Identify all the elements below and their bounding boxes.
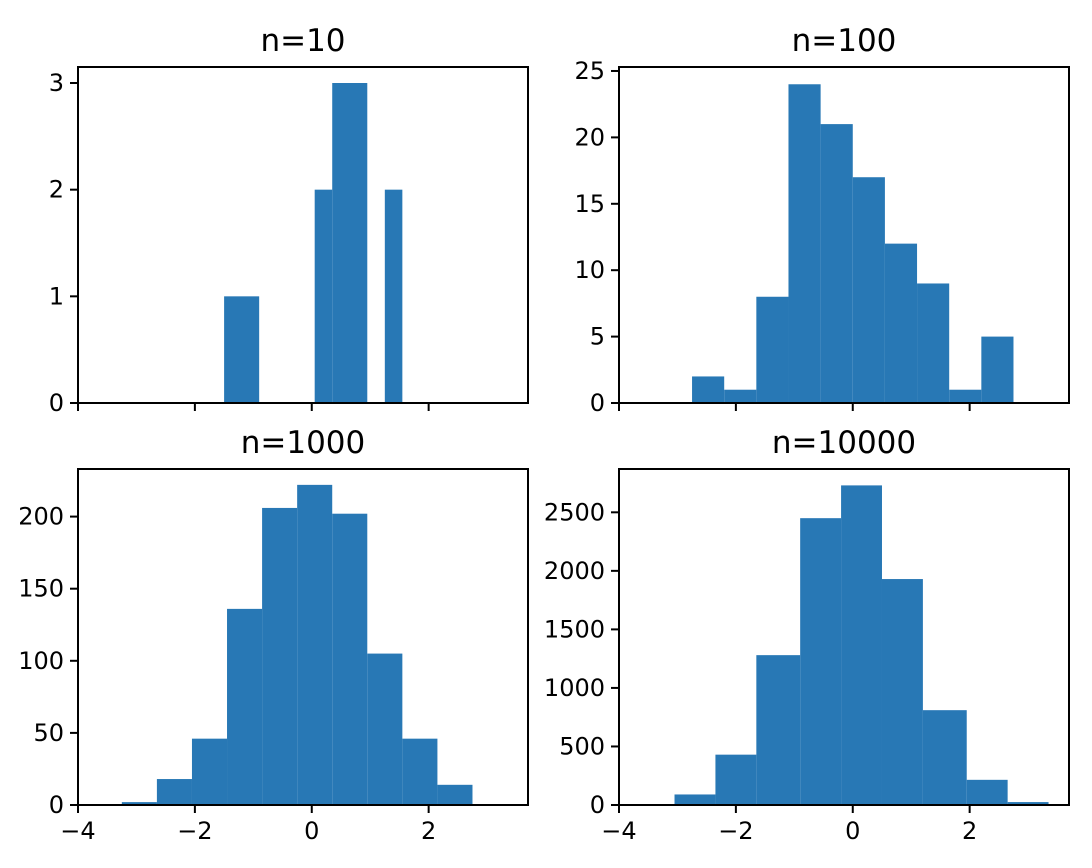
histogram-bar: [156, 779, 192, 805]
y-tick-label: 200: [18, 503, 64, 531]
histogram-panel: n=100 0 5 10 15 20 25: [574, 23, 1070, 417]
y-tick-label: 25: [574, 57, 605, 85]
histogram-bar: [262, 507, 298, 805]
y-tick-label: 1000: [544, 674, 605, 702]
histogram-bar: [384, 189, 403, 403]
histogram-bar: [756, 296, 789, 403]
histogram-bar: [332, 83, 368, 403]
histogram-bar: [692, 376, 725, 403]
x-tick-label: −2: [177, 817, 212, 845]
panel-title: n=10000: [772, 425, 916, 461]
histogram-panel: n=10 0 1 2 3: [49, 23, 529, 417]
y-tick-label: 0: [590, 791, 605, 819]
y-tick-label: 50: [33, 719, 64, 747]
y-tick-label: 0: [590, 389, 605, 417]
y-tick-label: 2000: [544, 557, 605, 585]
y-tick-label: 20: [574, 123, 605, 151]
histogram-bar: [227, 608, 263, 805]
y-tick-label: 0: [49, 791, 64, 819]
x-tick-label: 2: [421, 817, 436, 845]
y-tick-label: 10: [574, 256, 605, 284]
histogram-bar: [820, 124, 853, 403]
axes-frame: [77, 66, 529, 404]
histogram-bar: [715, 754, 757, 805]
x-tick-label: 2: [962, 817, 977, 845]
histogram-bar: [402, 738, 438, 805]
histogram-bar: [724, 389, 757, 403]
y-tick-label: 15: [574, 190, 605, 218]
panel-title: n=10: [260, 23, 345, 59]
axes-frame: [618, 468, 1070, 806]
histogram-panel: n=10000 −4 −2 0 2 0 500 1000 1500 2000 2500: [544, 425, 1070, 845]
histogram-bar: [881, 579, 923, 805]
y-tick-label: 150: [18, 575, 64, 603]
histogram-bar: [949, 389, 982, 403]
histogram-bar: [966, 779, 1008, 805]
histogram-bar: [922, 710, 967, 805]
axes-frame: [618, 66, 1070, 404]
y-tick-label: 2: [49, 176, 64, 204]
histogram-bar: [981, 336, 1014, 403]
histogram-bar: [191, 738, 228, 805]
histogram-bar: [297, 484, 333, 805]
histogram-bar: [674, 794, 716, 805]
histogram-bar: [756, 655, 801, 805]
panel-title: n=1000: [241, 425, 366, 461]
y-tick-label: 1: [49, 282, 64, 310]
axes-frame: [77, 468, 529, 806]
x-tick-label: 0: [845, 817, 860, 845]
histogram-bar: [1007, 802, 1049, 805]
histogram-bar: [917, 283, 950, 403]
histogram-bar: [121, 802, 157, 805]
histogram-bar: [884, 243, 918, 403]
x-tick-label: 0: [304, 817, 319, 845]
y-tick-label: 1500: [544, 615, 605, 643]
histogram-bar: [788, 84, 821, 403]
y-tick-label: 0: [49, 389, 64, 417]
y-tick-label: 5: [590, 323, 605, 351]
histogram-panel: n=1000 −4 −2 0 2 0 50 100 150 200: [18, 425, 529, 845]
histogram-bar: [224, 296, 260, 403]
histogram-bar: [437, 784, 473, 805]
y-tick-label: 500: [559, 732, 605, 760]
x-tick-label: −4: [601, 817, 636, 845]
histogram-bar: [841, 485, 882, 805]
histogram-bar: [852, 177, 885, 403]
panel-title: n=100: [792, 23, 897, 59]
x-tick-label: −4: [60, 817, 95, 845]
histogram-bar: [800, 518, 842, 805]
y-tick-label: 100: [18, 647, 64, 675]
y-tick-label: 2500: [544, 498, 605, 526]
histogram-bar: [332, 513, 368, 805]
x-tick-label: −2: [718, 817, 753, 845]
histogram-bar: [367, 653, 403, 805]
y-tick-label: 3: [49, 69, 64, 97]
histogram-bar: [314, 189, 333, 403]
